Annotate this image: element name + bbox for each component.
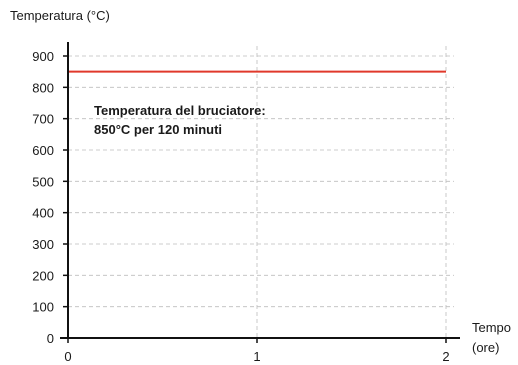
annotation-line2: 850°C per 120 minuti bbox=[94, 122, 222, 137]
grid-lines bbox=[68, 46, 454, 338]
y-tick-label-800: 800 bbox=[32, 80, 54, 95]
x-tick-label-0: 0 bbox=[64, 349, 71, 364]
y-tick-label-900: 900 bbox=[32, 49, 54, 64]
y-tick-label-300: 300 bbox=[32, 237, 54, 252]
x-axis-label-line1: Tempo bbox=[472, 320, 511, 335]
x-axis-label-line2: (ore) bbox=[472, 340, 499, 355]
y-tick-label-0: 0 bbox=[47, 331, 54, 346]
annotation-line1: Temperatura del bruciatore: bbox=[94, 103, 266, 118]
y-tick-label-700: 700 bbox=[32, 112, 54, 127]
y-tick-label-100: 100 bbox=[32, 300, 54, 315]
tick-labels: 0 100 200 300 400 500 600 700 800 900 0 1 2 bbox=[32, 49, 449, 364]
y-tick-label-500: 500 bbox=[32, 174, 54, 189]
y-axis-label: Temperatura (°C) bbox=[10, 8, 110, 23]
tick-marks bbox=[63, 55, 447, 343]
y-tick-label-400: 400 bbox=[32, 206, 54, 221]
y-tick-label-200: 200 bbox=[32, 268, 54, 283]
x-tick-label-1: 1 bbox=[253, 349, 260, 364]
x-tick-label-2: 2 bbox=[442, 349, 449, 364]
axes bbox=[60, 42, 460, 339]
y-tick-label-600: 600 bbox=[32, 143, 54, 158]
